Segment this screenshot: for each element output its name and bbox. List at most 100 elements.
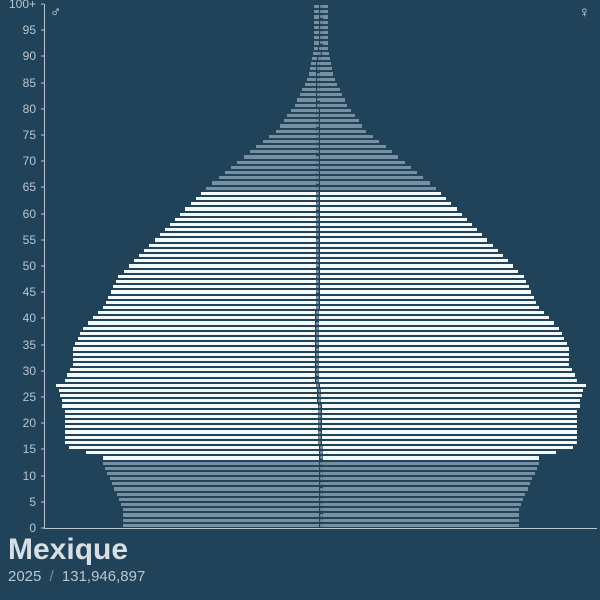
female-bar bbox=[320, 259, 508, 262]
y-axis-label: 5 bbox=[0, 495, 36, 509]
pyramid-row bbox=[45, 155, 597, 158]
male-bar bbox=[129, 264, 316, 267]
pyramid-row bbox=[45, 519, 597, 522]
male-bar bbox=[114, 487, 319, 490]
male-bar bbox=[165, 228, 316, 231]
y-axis-label: 90 bbox=[0, 49, 36, 63]
pyramid-row bbox=[45, 238, 597, 241]
female-bar bbox=[320, 62, 330, 65]
male-bar bbox=[111, 290, 316, 293]
female-bar bbox=[320, 244, 493, 247]
pyramid-row bbox=[45, 410, 597, 413]
male-bar bbox=[263, 140, 316, 143]
y-axis-label: 95 bbox=[0, 23, 36, 37]
female-bar bbox=[320, 130, 367, 133]
pyramid-row bbox=[45, 389, 597, 392]
pyramid-row bbox=[45, 332, 597, 335]
male-bar bbox=[65, 379, 316, 382]
female-bar bbox=[323, 482, 530, 485]
female-bar bbox=[320, 296, 534, 299]
female-bar bbox=[321, 394, 582, 397]
pyramid-row bbox=[45, 78, 597, 81]
female-bar bbox=[322, 52, 329, 55]
y-axis-label: 100+ bbox=[0, 0, 36, 11]
pyramid-row bbox=[45, 264, 597, 267]
female-bar bbox=[320, 249, 498, 252]
female-bar bbox=[320, 285, 529, 288]
male-bar bbox=[105, 467, 319, 470]
pyramid-row bbox=[45, 467, 597, 470]
male-bar bbox=[65, 410, 318, 413]
pyramid-row bbox=[45, 83, 597, 86]
male-bar bbox=[103, 306, 316, 309]
male-bar bbox=[56, 384, 316, 387]
female-bar bbox=[323, 477, 532, 480]
pyramid-row bbox=[45, 259, 597, 262]
year-label: 2025 bbox=[8, 568, 41, 585]
pyramid-row bbox=[45, 482, 597, 485]
female-bar bbox=[323, 41, 328, 44]
pyramid-row bbox=[45, 321, 597, 324]
pyramid-row bbox=[45, 436, 597, 439]
y-axis-labels: 0510152025303540455055606570758085909510… bbox=[0, 0, 40, 528]
female-bar bbox=[323, 26, 328, 29]
pyramid-row bbox=[45, 508, 597, 511]
female-bar bbox=[322, 425, 577, 428]
female-bar bbox=[323, 472, 535, 475]
male-bar bbox=[67, 373, 315, 376]
male-bar bbox=[256, 145, 315, 148]
male-bar bbox=[107, 472, 319, 475]
y-axis-label: 85 bbox=[0, 76, 36, 90]
female-bar bbox=[319, 353, 569, 356]
pyramid-row bbox=[45, 275, 597, 278]
female-bar bbox=[322, 436, 577, 439]
male-bar bbox=[108, 296, 316, 299]
y-axis-label: 70 bbox=[0, 154, 36, 168]
female-bar bbox=[319, 342, 567, 345]
male-bar bbox=[219, 176, 316, 179]
male-bar bbox=[123, 508, 319, 511]
female-bar bbox=[320, 166, 411, 169]
male-bar bbox=[295, 104, 317, 107]
female-bar bbox=[319, 373, 574, 376]
pyramid-row bbox=[45, 47, 597, 50]
female-bar bbox=[320, 114, 355, 117]
male-bar bbox=[314, 36, 319, 39]
pyramid-row bbox=[45, 223, 597, 226]
male-bar bbox=[155, 238, 316, 241]
female-icon: ♀ bbox=[579, 4, 590, 21]
male-bar bbox=[287, 114, 315, 117]
pyramid-row bbox=[45, 311, 597, 314]
male-bar bbox=[113, 285, 315, 288]
female-bar bbox=[322, 430, 577, 433]
pyramid-row bbox=[45, 399, 597, 402]
female-bar bbox=[323, 467, 537, 470]
male-bar bbox=[196, 197, 316, 200]
male-bar bbox=[269, 135, 316, 138]
pyramid-row bbox=[45, 228, 597, 231]
male-bar bbox=[70, 368, 315, 371]
male-bar bbox=[312, 57, 317, 60]
male-bar bbox=[201, 192, 316, 195]
population-pyramid-chart bbox=[44, 4, 597, 529]
male-bar bbox=[206, 187, 316, 190]
country-name: Mexique bbox=[8, 534, 592, 566]
male-bar bbox=[231, 166, 316, 169]
male-bar bbox=[237, 161, 315, 164]
male-bar bbox=[117, 493, 319, 496]
male-bar bbox=[86, 451, 319, 454]
female-bar bbox=[320, 213, 462, 216]
pyramid-row bbox=[45, 181, 597, 184]
pyramid-row bbox=[45, 342, 597, 345]
y-axis-label: 40 bbox=[0, 311, 36, 325]
female-bar bbox=[320, 109, 351, 112]
male-bar bbox=[123, 524, 319, 527]
female-bar bbox=[320, 135, 373, 138]
male-bar bbox=[300, 93, 317, 96]
pyramid-row bbox=[45, 462, 597, 465]
gender-icons: ♂ ♀ bbox=[44, 4, 596, 24]
male-bar bbox=[307, 78, 316, 81]
female-bar bbox=[319, 311, 544, 314]
female-bar bbox=[320, 202, 451, 205]
male-bar bbox=[250, 150, 315, 153]
